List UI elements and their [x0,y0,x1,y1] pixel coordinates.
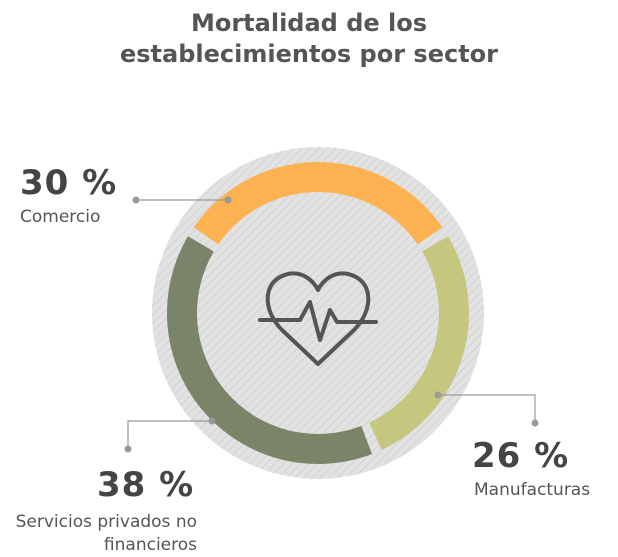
donut-segment [369,236,469,450]
background-disc [152,147,484,479]
leader-line [127,420,212,449]
leader-dot [132,196,140,204]
heart-icon [258,271,378,366]
leader-line [438,394,536,423]
leader-dot [224,196,232,204]
value-label: 38 % [97,465,195,505]
leader-dot [434,391,442,399]
category-label: Servicios privados no financieros [15,512,197,555]
leader-dot [531,419,539,427]
value-label: 30 % [20,163,118,203]
donut-segment [166,236,373,465]
leader-dot [124,445,132,453]
value-label: 26 % [472,436,570,476]
category-label: Comercio [20,207,101,227]
leader-dot [208,417,216,425]
chart-title: Mortalidad de los establecimientos por s… [119,9,498,68]
donut-segment [193,162,443,245]
category-label: Manufacturas [474,480,591,500]
